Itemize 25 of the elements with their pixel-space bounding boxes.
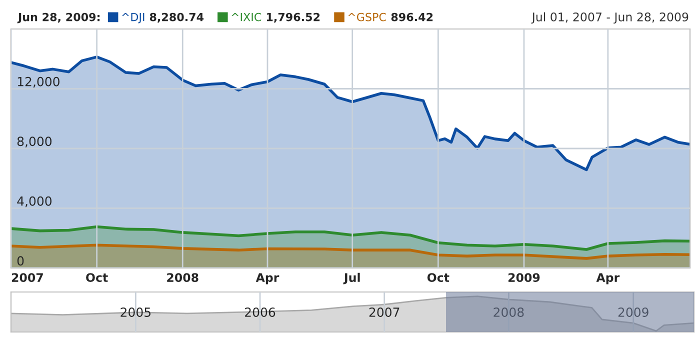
y-tick-label: 0	[17, 256, 24, 266]
x-tick-label: 2006	[245, 308, 276, 317]
x-tick-label: 2009	[618, 308, 648, 317]
x-tick-label: 2005	[120, 308, 150, 317]
x-tick-label: 2009	[508, 273, 540, 282]
legend-label: ^DJI	[122, 12, 144, 24]
legend-label: ^IXIC	[232, 12, 262, 22]
text: 8,280.74	[150, 12, 204, 23]
x-tick-label: Apr	[256, 273, 280, 284]
y-tick-label: 4,000	[17, 196, 52, 208]
chart-title: Jun 28, 2009:	[17, 12, 100, 24]
x-tick-label: 2007	[369, 308, 400, 317]
x-tick-label: 2007	[12, 273, 43, 282]
x-tick-label: 2008	[167, 273, 198, 282]
y-tick-label: 12,000	[18, 76, 60, 88]
legend-label: ^GSPC	[348, 12, 386, 22]
x-tick-label: Oct	[427, 273, 450, 282]
x-tick-label: Oct	[86, 273, 108, 282]
text: 1,796.52	[266, 12, 320, 23]
x-tick-label: Jul	[343, 272, 360, 284]
chart-subtitle: Jul 01, 2007 - Jun 28, 2009	[531, 12, 688, 24]
x-tick-label: Apr	[596, 273, 620, 284]
y-tick-label: 8,000	[17, 136, 52, 148]
text: 896.42	[391, 12, 433, 22]
x-tick-label: 2008	[494, 308, 524, 317]
